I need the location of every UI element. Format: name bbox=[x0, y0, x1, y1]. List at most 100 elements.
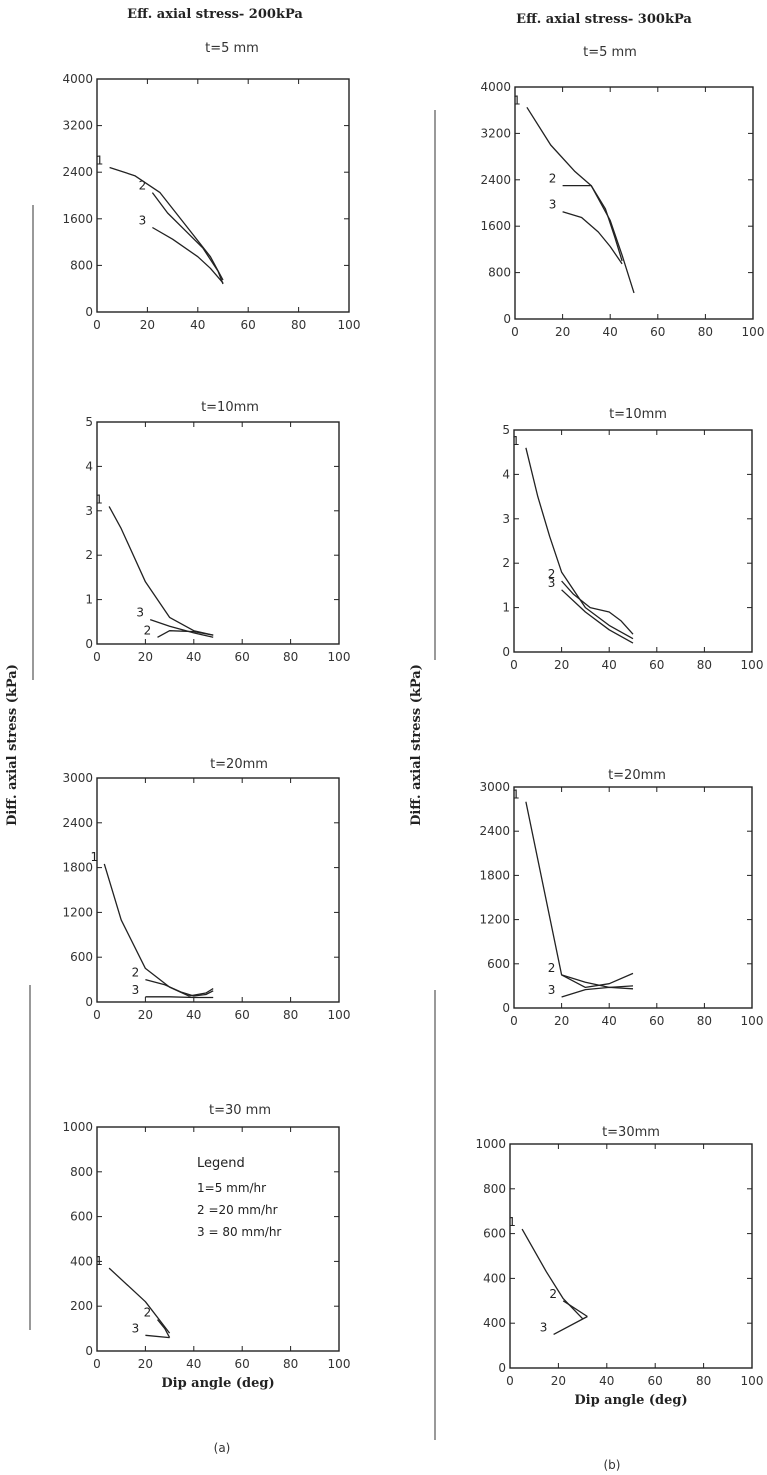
series-line-1 bbox=[109, 166, 224, 281]
x-tick-label: 20 bbox=[554, 1014, 569, 1028]
y-tick-label: 2400 bbox=[479, 824, 510, 838]
legend-entry: 3 = 80 mm/hr bbox=[197, 1225, 281, 1239]
caption-a: (a) bbox=[214, 1441, 231, 1455]
y-tick-label: 600 bbox=[70, 950, 93, 964]
series-label-2: 2 bbox=[548, 961, 556, 975]
x-tick-label: 40 bbox=[603, 325, 618, 339]
series-line-1 bbox=[521, 1228, 584, 1320]
y-tick-label: 3200 bbox=[480, 126, 511, 140]
x-tick-label: 60 bbox=[235, 650, 250, 664]
y-tick-label: 400 bbox=[483, 1316, 506, 1330]
y-tick-label: 4 bbox=[502, 467, 510, 481]
x-tick-label: 60 bbox=[649, 658, 664, 672]
y-tick-label: 1000 bbox=[475, 1137, 506, 1151]
y-tick-label: 3 bbox=[85, 504, 93, 518]
y-tick-label: 0 bbox=[85, 637, 93, 651]
series-line-3 bbox=[152, 226, 224, 284]
x-tick-label: 0 bbox=[506, 1374, 514, 1388]
y-tick-label: 4000 bbox=[62, 72, 93, 86]
series-label-2: 2 bbox=[549, 172, 557, 186]
y-tick-label: 600 bbox=[483, 1227, 506, 1241]
x-tick-label: 20 bbox=[138, 1008, 153, 1022]
x-tick-label: 0 bbox=[510, 658, 518, 672]
legend-title: Legend bbox=[197, 1156, 245, 1171]
series-line-1 bbox=[108, 506, 214, 636]
series-label-2: 2 bbox=[548, 567, 556, 581]
series-line-3 bbox=[561, 589, 634, 644]
x-tick-label: 80 bbox=[291, 318, 306, 332]
series-line-2 bbox=[157, 630, 214, 638]
x-tick-label: 100 bbox=[328, 1357, 351, 1371]
y-tick-label: 2 bbox=[502, 556, 510, 570]
x-tick-label: 80 bbox=[697, 1014, 712, 1028]
y-tick-label: 0 bbox=[502, 645, 510, 659]
y-tick-label: 1600 bbox=[62, 212, 93, 226]
series-label-1: 1 bbox=[95, 1254, 103, 1268]
y-tick-label: 600 bbox=[70, 1210, 93, 1224]
x-tick-label: 100 bbox=[338, 318, 361, 332]
series-label-1: 1 bbox=[95, 492, 103, 506]
series-label-3: 3 bbox=[548, 576, 556, 590]
y-tick-label: 4 bbox=[85, 459, 93, 473]
x-tick-label: 80 bbox=[283, 1008, 298, 1022]
series-label-1: 1 bbox=[513, 93, 521, 107]
y-tick-label: 1 bbox=[85, 593, 93, 607]
y-tick-label: 3 bbox=[502, 512, 510, 526]
y-tick-label: 0 bbox=[85, 995, 93, 1009]
y-tick-label: 3000 bbox=[479, 780, 510, 794]
x-tick-label: 40 bbox=[186, 650, 201, 664]
series-label-2: 2 bbox=[549, 1287, 557, 1301]
x-tick-label: 0 bbox=[93, 650, 101, 664]
plot-frame bbox=[513, 429, 753, 653]
x-tick-label: 40 bbox=[599, 1374, 614, 1388]
series-label-1: 1 bbox=[96, 154, 104, 168]
y-tick-label: 1600 bbox=[480, 219, 511, 233]
y-tick-label: 0 bbox=[503, 312, 511, 326]
plot-frame bbox=[96, 421, 340, 645]
x-tick-label: 60 bbox=[649, 1014, 664, 1028]
x-tick-label: 100 bbox=[741, 1014, 764, 1028]
series-line-1 bbox=[525, 447, 634, 640]
x-tick-label: 80 bbox=[698, 325, 713, 339]
x-tick-label: 0 bbox=[93, 318, 101, 332]
series-line-2 bbox=[156, 1319, 171, 1338]
y-tick-label: 800 bbox=[70, 258, 93, 272]
y-tick-label: 0 bbox=[85, 305, 93, 319]
series-label-3: 3 bbox=[136, 606, 144, 620]
series-line-2 bbox=[151, 192, 224, 285]
series-line-3 bbox=[561, 986, 634, 998]
y-tick-label: 400 bbox=[483, 1271, 506, 1285]
y-tick-label: 400 bbox=[70, 1254, 93, 1268]
series-label-2: 2 bbox=[139, 179, 147, 193]
y-tick-label: 1 bbox=[502, 601, 510, 615]
series-line-1 bbox=[526, 106, 635, 294]
y-tick-label: 1000 bbox=[62, 1120, 93, 1134]
panel-title: t=10mm bbox=[609, 407, 667, 422]
y-tick-label: 0 bbox=[498, 1361, 506, 1375]
legend-entry: 2 =20 mm/hr bbox=[197, 1203, 278, 1217]
y-tick-label: 800 bbox=[70, 1165, 93, 1179]
series-label-3: 3 bbox=[540, 1320, 548, 1334]
series-label-2: 2 bbox=[144, 1306, 152, 1320]
series-label-2: 2 bbox=[132, 966, 140, 980]
x-tick-label: 40 bbox=[602, 658, 617, 672]
x-tick-label: 20 bbox=[140, 318, 155, 332]
x-tick-label: 80 bbox=[283, 1357, 298, 1371]
chart-panel-5: t=20mm 0 20 40 60 80 100 0 600 1200 1800 2400 3000 1 2… bbox=[62, 757, 350, 1022]
x-tick-label: 100 bbox=[741, 1374, 764, 1388]
y-tick-label: 2400 bbox=[480, 173, 511, 187]
plot-frame bbox=[96, 78, 350, 313]
x-tick-label: 100 bbox=[742, 325, 765, 339]
y-tick-label: 5 bbox=[85, 415, 93, 429]
x-axis-label: Dip angle (deg) bbox=[574, 1393, 687, 1408]
x-tick-label: 0 bbox=[510, 1014, 518, 1028]
y-axis-label-b: Diff. axial stress (kPa) bbox=[409, 664, 424, 826]
y-axis-label-a: Diff. axial stress (kPa) bbox=[5, 664, 20, 826]
series-label-2: 2 bbox=[144, 623, 152, 637]
chart-panel-1: t=5 mm 0 20 40 60 80 100 0 800 1600 2400 3200 4000 1 2… bbox=[62, 41, 360, 332]
x-tick-label: 60 bbox=[648, 1374, 663, 1388]
